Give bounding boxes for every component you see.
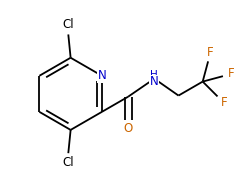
Text: N: N — [149, 75, 158, 88]
Text: F: F — [219, 96, 226, 109]
Text: Cl: Cl — [62, 18, 74, 31]
Text: N: N — [97, 69, 106, 82]
Text: F: F — [227, 67, 234, 80]
Text: Cl: Cl — [62, 156, 74, 169]
Text: H: H — [150, 70, 158, 80]
Text: O: O — [123, 122, 132, 135]
Text: F: F — [206, 46, 213, 59]
